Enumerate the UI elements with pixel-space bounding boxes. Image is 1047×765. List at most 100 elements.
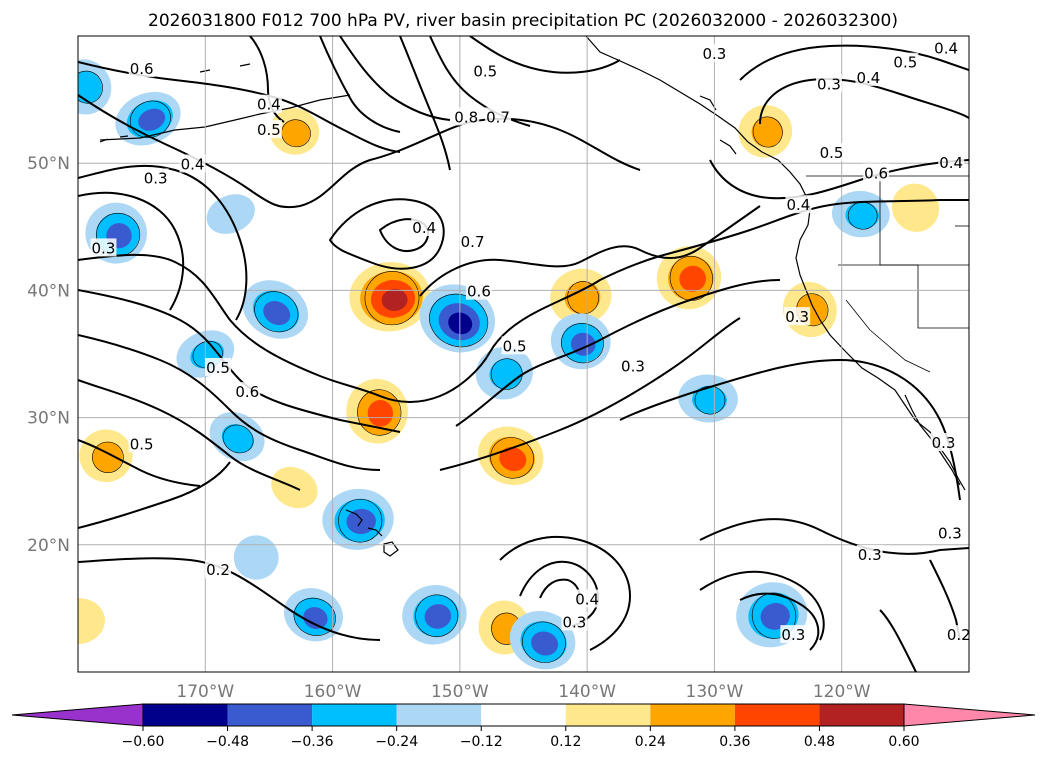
precip-outline <box>78 70 103 104</box>
precip-anomaly-blob <box>402 584 467 645</box>
contour-label: 0.5 <box>893 54 917 72</box>
precip-anomaly-blob <box>349 262 431 332</box>
lon-tick-label: 150°W <box>431 682 489 702</box>
pv-contour-line <box>429 36 531 127</box>
precip-anomaly-blob <box>233 535 279 580</box>
coastline-british-columbia <box>585 36 811 211</box>
chart-title: 2026031800 F012 700 hPa PV, river basin … <box>148 11 898 31</box>
contour-label: 0.4 <box>857 69 881 87</box>
pv-contour-line <box>699 570 825 641</box>
island-hawaii-2 <box>367 527 383 537</box>
pv-contour-line <box>929 559 961 641</box>
precip-level-ring <box>892 183 940 232</box>
coastline-alaska-peninsula <box>99 94 351 141</box>
pv-contour-line <box>78 334 381 471</box>
pv-contour-line <box>759 77 969 125</box>
contour-label: 0.2 <box>206 561 230 579</box>
precip-level-ring <box>206 194 255 234</box>
latitude-labels: 20°N 30°N 40°N 50°N <box>27 154 70 556</box>
pv-contour-line <box>739 592 820 651</box>
precip-outline <box>222 424 254 454</box>
precip-outline <box>561 323 604 364</box>
contour-label: 0.5 <box>206 359 230 377</box>
pv-contour-line <box>379 218 430 252</box>
contour-label-bg <box>938 153 965 172</box>
contour-label: 0.5 <box>257 121 281 139</box>
contour-label-bg <box>411 218 438 237</box>
precip-anomaly-blob <box>509 610 576 670</box>
pv-contour-line <box>879 609 917 672</box>
precip-level-ring <box>489 358 523 390</box>
pv-contour-line <box>78 289 401 433</box>
contour-label: 0.7 <box>461 233 485 251</box>
contour-label: 0.5 <box>473 63 497 81</box>
contour-label: 0.3 <box>858 546 882 564</box>
contour-label: 0.3 <box>938 524 962 542</box>
contour-label: 0.6 <box>467 283 491 301</box>
colorbar-frame <box>142 703 905 727</box>
contour-label: 0.3 <box>702 45 726 63</box>
precip-anomaly-blob <box>242 280 309 339</box>
contour-label-bg <box>701 43 728 62</box>
pv-contour-line <box>78 191 185 311</box>
colorbar-tick-label: 0.48 <box>804 734 835 750</box>
contour-label: 0.4 <box>575 590 599 608</box>
pv-contour-line <box>78 379 301 491</box>
precip-level-ring <box>760 602 790 630</box>
colorbar-ticks: −0.60 −0.48 −0.36 −0.24 −0.12 0.12 0.24 0.36 0.4… <box>122 726 920 750</box>
contour-label-bg <box>815 74 842 93</box>
precip-level-ring <box>531 631 559 656</box>
pv-contour-line <box>329 198 445 270</box>
precip-outline <box>490 358 523 390</box>
colorbar-tick-label: 0.24 <box>635 734 666 750</box>
contour-label-bg <box>255 120 282 139</box>
contour-label-bg <box>892 52 919 71</box>
contour-label-bg <box>501 336 528 355</box>
contour-label-bg <box>234 382 261 401</box>
contour-label: 0.2 <box>947 626 971 644</box>
contour-label-bg <box>855 67 882 86</box>
contour-label-bg <box>818 143 845 162</box>
precip-level-ring <box>281 119 311 147</box>
pv-contour-line <box>419 205 761 297</box>
colorbar-bin <box>734 704 820 726</box>
contour-label-bg <box>784 307 811 326</box>
contour-label-bg <box>205 560 232 579</box>
precip-level-ring <box>564 281 601 314</box>
contour-label-bg <box>128 59 155 78</box>
precip-outline <box>254 291 299 333</box>
pv-contours <box>78 36 969 672</box>
contour-label-bg <box>255 94 282 113</box>
contour-label: 0.8 <box>454 108 478 126</box>
contour-label-bg <box>90 238 117 257</box>
contour-label: 0.6 <box>130 60 154 78</box>
precip-anomaly-blob <box>206 194 255 234</box>
lon-tick-label: 170°W <box>176 682 234 702</box>
contour-label: 0.3 <box>781 626 805 644</box>
precip-outline <box>669 255 713 301</box>
pv-contour-line <box>319 36 401 133</box>
precip-level-ring <box>424 604 452 629</box>
island-hawaii-3 <box>383 541 399 557</box>
contour-label: 0.4 <box>939 154 963 172</box>
contour-label-bg <box>574 589 601 608</box>
contour-label: 0.4 <box>412 219 436 237</box>
precip-level-ring <box>381 288 408 311</box>
precip-anomaly-blob <box>79 429 133 483</box>
lon-tick-label: 160°W <box>304 682 362 702</box>
colorbar-extend-min <box>11 703 144 727</box>
contour-label-bg <box>945 625 972 644</box>
colorbar-bin <box>143 704 228 726</box>
precip-outline <box>490 437 535 479</box>
colorbar-bin <box>396 704 482 726</box>
contour-label-bg <box>465 281 492 300</box>
precipitation-layer <box>78 59 940 670</box>
lon-tick-label: 130°W <box>686 682 744 702</box>
contour-label: 0.3 <box>932 434 956 452</box>
lon-tick-label: 120°W <box>813 682 871 702</box>
pv-contour-line <box>709 159 969 200</box>
pv-contour-line <box>439 317 741 471</box>
precip-anomaly-blob <box>678 374 738 423</box>
precip-level-ring <box>845 201 880 229</box>
